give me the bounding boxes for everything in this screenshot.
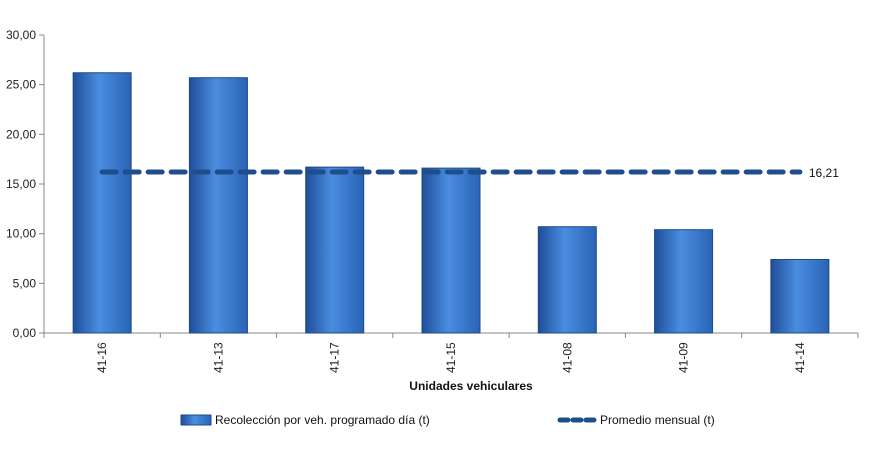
bar xyxy=(654,229,714,334)
x-tick-label: 41-16 xyxy=(95,342,109,373)
x-tick-label: 41-09 xyxy=(677,342,691,373)
y-tick-label: 15,00 xyxy=(6,177,36,191)
legend-label-average: Promedio mensual (t) xyxy=(600,413,715,427)
bar xyxy=(537,226,597,334)
average-data-label: 16,21 xyxy=(809,166,839,180)
bar xyxy=(770,258,830,334)
bar xyxy=(421,167,481,334)
bars xyxy=(72,72,830,334)
x-tick-label: 41-14 xyxy=(793,342,807,373)
bar xyxy=(72,72,132,334)
y-tick-label: 25,00 xyxy=(6,78,36,92)
x-tick-label: 41-17 xyxy=(328,342,342,373)
y-tick-label: 0,00 xyxy=(13,326,37,340)
bar xyxy=(188,77,248,334)
y-tick-label: 30,00 xyxy=(6,28,36,42)
y-tick-label: 20,00 xyxy=(6,127,36,141)
legend: Recolección por veh. programado día (t) P… xyxy=(180,413,715,427)
x-tick-label: 41-08 xyxy=(560,342,574,373)
x-tick-label: 41-15 xyxy=(444,342,458,373)
x-tick-label: 41-13 xyxy=(211,342,225,373)
y-tick-label: 10,00 xyxy=(6,227,36,241)
x-axis-title: Unidades vehiculares xyxy=(409,379,533,393)
labels: 0,00 5,00 10,00 15,00 20,00 25,00 30,00 41-16 41… xyxy=(6,28,839,393)
y-tick-label: 5,00 xyxy=(13,276,37,290)
bar xyxy=(305,166,365,334)
legend-label-bars: Recolección por veh. programado día (t) xyxy=(215,413,430,427)
legend-bar-swatch xyxy=(180,414,212,426)
